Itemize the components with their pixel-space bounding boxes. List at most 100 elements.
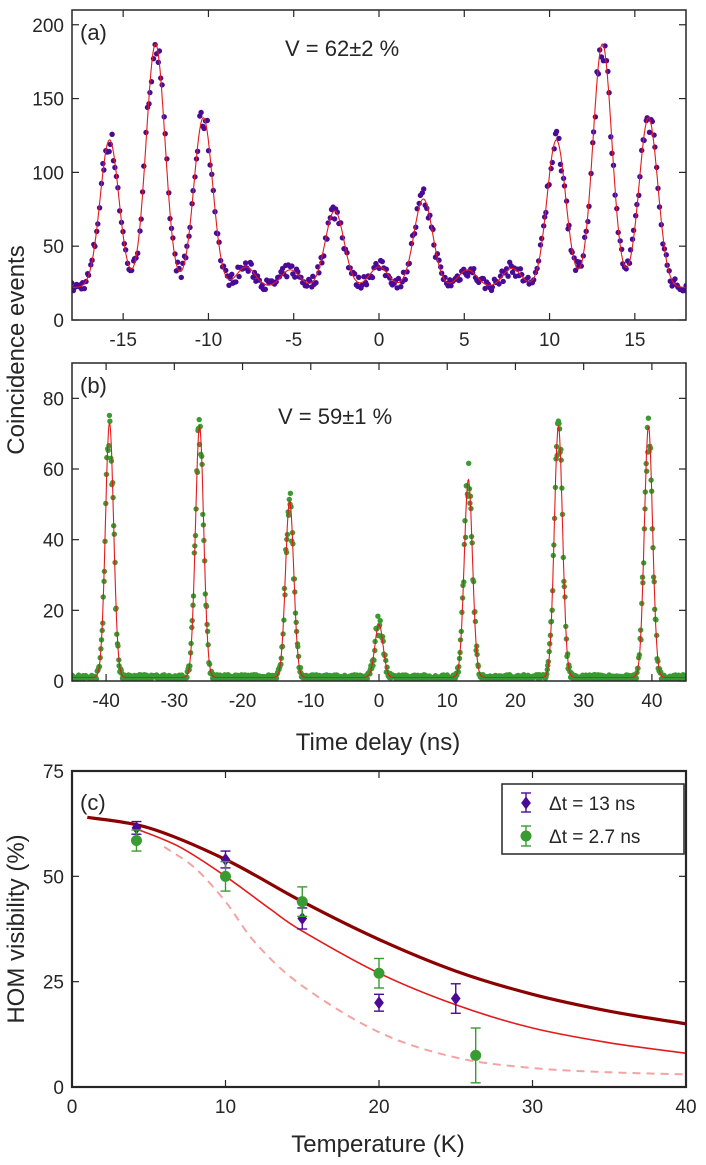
panel-b-data-point [558, 446, 564, 453]
panel-a-data-point [660, 241, 666, 247]
panel-a-data-point [356, 274, 362, 280]
panel-b-label: (b) [80, 373, 107, 398]
panel-c-ylabel: HOM visibility (%) [3, 834, 30, 1023]
panel-a-data-point [623, 266, 629, 272]
panel-b-ytick-label: 20 [43, 601, 64, 622]
panel-b-xlabel: Time delay (ns) [296, 729, 460, 756]
panel-b-data-point [377, 618, 383, 624]
panel-b-ytick-label: 40 [43, 531, 64, 552]
panel-a-data-point [609, 150, 615, 156]
panel-c-model-curve-thin [133, 827, 687, 1055]
panel-a-xtick-label: -15 [109, 330, 136, 351]
panel-a-ytick-label: 0 [53, 311, 64, 332]
panel-a-data-point [289, 263, 295, 269]
panel-a-data-point [361, 274, 367, 280]
panel-b-data-point [106, 412, 113, 419]
panel-b-data-point [558, 457, 564, 463]
panel-a-data-point [509, 269, 516, 275]
panel-b-data-point [200, 511, 206, 518]
panel-a-xtick-label: -5 [285, 330, 302, 351]
panel-a-data-point [672, 276, 678, 282]
panel-a-data-point [251, 269, 258, 276]
panel-a-data-point [537, 242, 544, 248]
panel-b-data-point [462, 534, 469, 540]
panel-c-ytick-label: 75 [43, 762, 64, 783]
panel-b-xtick-label: -30 [161, 691, 188, 712]
panel-a-ytick-label: 200 [32, 16, 64, 37]
panel-a-data-point [369, 274, 376, 281]
panel-b-data-point [196, 416, 202, 423]
panel-a-data-point [161, 114, 167, 120]
panel-a-data-point [100, 160, 106, 167]
panel-a-data-point [482, 285, 488, 292]
panel-a-annotation: V = 62±2 % [285, 36, 399, 61]
panel-a-data-point [245, 268, 251, 274]
panel-a-data-point [496, 281, 502, 287]
panel-a-data-point [395, 275, 402, 282]
panel-a-data-point [517, 266, 524, 272]
panel-b-data-point [105, 447, 111, 454]
panel-a-data-point [81, 285, 88, 292]
panel-a-data-point [204, 117, 210, 124]
panel-b-data-point [466, 460, 472, 466]
panel-a-data-point [236, 273, 242, 280]
panel-c-model-curve-thick [87, 815, 687, 1026]
panel-a-data-point [572, 267, 579, 273]
panel-c-xtick-label: 20 [368, 1097, 389, 1118]
panel-b-data-point [286, 496, 292, 503]
panel-b-data-point [645, 415, 652, 421]
panel-a-data-point [135, 250, 141, 256]
panel-a-data-point [141, 163, 147, 169]
legend-marker-27ns [520, 830, 532, 842]
panel-a-ytick-label: 100 [32, 163, 64, 184]
panel-a-data-point [248, 261, 254, 267]
panel-b-xtick-label: -10 [297, 691, 324, 712]
panel-a-data-point [556, 135, 562, 142]
legend-entry-27ns: Δt = 2.7 ns [549, 827, 640, 848]
panel-a-data-point [448, 283, 454, 289]
panel-c-data-point [130, 835, 142, 847]
panel-a-data-point [519, 271, 525, 278]
panel-a-data-point [198, 109, 204, 116]
panel-c-data-point [131, 821, 142, 835]
panel-c-ytick-label: 0 [53, 1078, 64, 1099]
panel-a-data-point [313, 280, 319, 286]
panel-c-ytick-label: 50 [43, 867, 64, 888]
panel-a-xtick-label: 10 [539, 330, 560, 351]
panel-a-data-point [254, 273, 261, 279]
panel-a-data-point [383, 266, 389, 272]
panel-a-data-point [398, 284, 404, 290]
panel-b-xtick-label: 10 [437, 691, 458, 712]
panel-a-data-point [229, 271, 235, 277]
panel-a-data-point [205, 148, 212, 154]
panel-a-data-point [505, 273, 511, 279]
panel-c-xtick-label: 40 [675, 1097, 696, 1118]
panel-a-data-point [582, 234, 588, 240]
panel-a-data-point [262, 286, 268, 292]
panel-c-ytick-label: 25 [43, 973, 64, 994]
panel-c-frame [70, 769, 688, 1089]
panel-c-xlabel: Temperature (K) [291, 1131, 464, 1158]
panel-a-data-point [489, 284, 495, 290]
panel-b-xtick-label: 0 [374, 691, 385, 712]
panel-a-data-point [242, 260, 249, 266]
panel-a-data-point [379, 258, 385, 265]
panel-a-data-point [250, 274, 256, 280]
panel-b-ytick-label: 80 [43, 389, 64, 410]
panel-a-data-point [178, 274, 184, 281]
panel-a-data-point [331, 216, 338, 222]
panel-b-fit-line [72, 422, 686, 679]
panel-a-data-point [421, 186, 427, 192]
panel-a-data-point [669, 283, 675, 289]
panel-a-data-point [164, 156, 170, 162]
panel-a-ytick-label: 50 [43, 237, 64, 258]
panel-a-data-point [233, 279, 239, 285]
panel-c-data-point [450, 992, 461, 1006]
legend-box [501, 783, 685, 855]
panel-b-data-point [107, 418, 113, 424]
panel-a-data-point [592, 114, 599, 120]
panel-a-data-point [155, 59, 161, 65]
panel-a-data-point [457, 277, 463, 283]
legend-entry-13ns: Δt = 13 ns [549, 794, 635, 815]
panel-a-data-point [480, 275, 487, 282]
